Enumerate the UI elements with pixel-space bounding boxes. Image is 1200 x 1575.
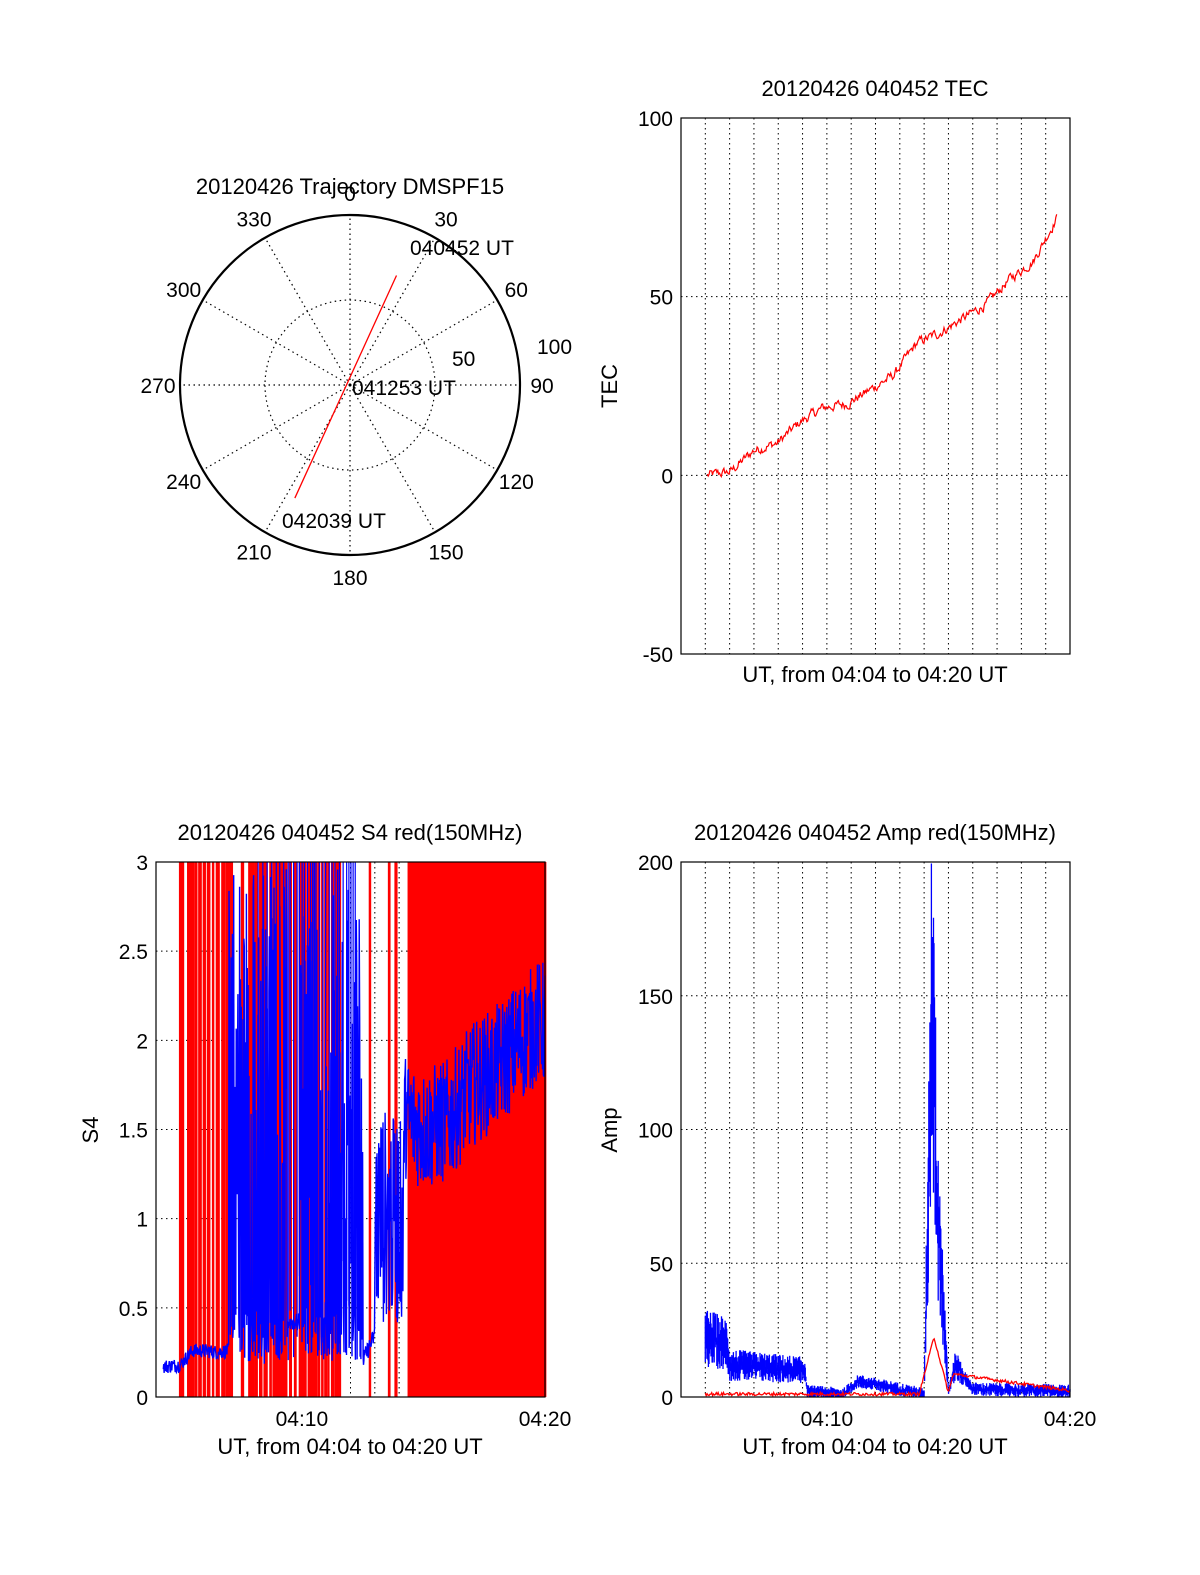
- azimuth-label: 330: [236, 209, 271, 232]
- amp-y-axis-label: Amp: [597, 1107, 622, 1152]
- y-tick-label: 2: [136, 1030, 148, 1053]
- y-tick-label: 200: [638, 852, 673, 875]
- radial-label-50: 50: [452, 348, 475, 371]
- s4-y-axis-label: S4: [78, 1117, 103, 1144]
- tec-panel: 20120426 040452 TEC -50 0 50 100 UT, from 0…: [597, 76, 1071, 687]
- track-label-start: 040452 UT: [410, 237, 514, 260]
- azimuth-label: 270: [140, 375, 175, 398]
- trajectory-track: [294, 275, 398, 499]
- polar-azimuth-labels: 0 30 60 90 120 150 180 210 240 270 300 330: [140, 183, 553, 590]
- track-label-middle: 041253 UT: [352, 377, 456, 400]
- tec-y-ticks: -50 0 50 100: [638, 108, 673, 667]
- amp-title: 20120426 040452 Amp red(150MHz): [694, 820, 1056, 845]
- polar-spoke: [349, 299, 498, 386]
- y-tick-label: -50: [643, 644, 673, 667]
- x-tick-label: 04:20: [519, 1408, 572, 1431]
- x-tick-label: 04:10: [276, 1408, 329, 1431]
- azimuth-label: 180: [332, 567, 367, 590]
- polar-grid: [180, 215, 520, 555]
- amp-y-ticks: 0 50 100 150 200: [638, 852, 673, 1410]
- tec-grid: [681, 118, 1070, 654]
- polar-spoke: [202, 384, 351, 471]
- azimuth-label: 0: [344, 183, 356, 206]
- tec-y-axis-label: TEC: [597, 364, 622, 408]
- tec-x-axis-label: UT, from 04:04 to 04:20 UT: [742, 662, 1007, 687]
- azimuth-label: 30: [434, 209, 457, 232]
- amp-plot-frame: [680, 861, 1071, 1398]
- s4-blue-series-line: [162, 861, 546, 1375]
- azimuth-label: 300: [166, 279, 201, 302]
- x-tick-label: 04:10: [801, 1408, 854, 1431]
- x-tick-label: 04:20: [1044, 1408, 1097, 1431]
- s4-title: 20120426 040452 S4 red(150MHz): [178, 820, 523, 845]
- s4-plot-frame: [155, 861, 546, 1398]
- s4-y-ticks: 0 0.5 1 1.5 2 2.5 3: [119, 852, 148, 1410]
- amp-x-ticks: 04:10 04:20: [801, 1408, 1097, 1431]
- polar-spoke: [264, 384, 351, 533]
- y-tick-label: 1: [136, 1209, 148, 1232]
- azimuth-label: 240: [166, 471, 201, 494]
- amp-panel: 20120426 040452 Amp red(150MHz) 0 50 100 15…: [597, 820, 1096, 1459]
- amp-grid: [681, 862, 1070, 1397]
- track-label-end: 042039 UT: [282, 510, 386, 533]
- amp-series: [704, 863, 1071, 1398]
- y-tick-label: 0: [661, 465, 673, 488]
- y-tick-label: 50: [650, 287, 673, 310]
- y-tick-label: 100: [638, 1120, 673, 1143]
- amp-x-axis-label: UT, from 04:04 to 04:20 UT: [742, 1434, 1007, 1459]
- s4-x-axis-label: UT, from 04:04 to 04:20 UT: [217, 1434, 482, 1459]
- polar-spoke: [349, 384, 498, 471]
- tec-title: 20120426 040452 TEC: [761, 76, 988, 101]
- y-tick-label: 50: [650, 1253, 673, 1276]
- s4-x-ticks: 04:10 04:20: [276, 1408, 572, 1431]
- azimuth-label: 120: [499, 471, 534, 494]
- polar-outer-circle: [178, 213, 522, 557]
- y-tick-label: 1.5: [119, 1120, 148, 1143]
- polar-spoke: [349, 384, 436, 533]
- tec-series-line: [706, 214, 1058, 479]
- s4-panel: 20120426 040452 S4 red(150MHz) 0 0.5 1 1.5 2…: [78, 820, 571, 1459]
- y-tick-label: 100: [638, 108, 673, 131]
- polar-spoke: [202, 299, 351, 386]
- y-tick-label: 0: [136, 1387, 148, 1410]
- tec-plot-frame: [680, 117, 1071, 655]
- polar-spoke: [264, 237, 351, 386]
- azimuth-label: 150: [428, 541, 463, 564]
- trajectory-panel: 20120426 Trajectory DMSPF15 0 30 60 90 120 15…: [140, 174, 572, 590]
- y-tick-label: 3: [136, 852, 148, 875]
- azimuth-label: 60: [505, 279, 528, 302]
- y-tick-label: 0.5: [119, 1298, 148, 1321]
- azimuth-label: 210: [236, 541, 271, 564]
- y-tick-label: 0: [661, 1387, 673, 1410]
- radial-label-100: 100: [537, 336, 572, 359]
- polar-spoke: [349, 237, 436, 386]
- y-tick-label: 2.5: [119, 941, 148, 964]
- azimuth-label: 90: [530, 375, 553, 398]
- amp-red-series-line: [704, 1337, 1071, 1398]
- y-tick-label: 150: [638, 986, 673, 1009]
- trajectory-title: 20120426 Trajectory DMSPF15: [196, 174, 504, 199]
